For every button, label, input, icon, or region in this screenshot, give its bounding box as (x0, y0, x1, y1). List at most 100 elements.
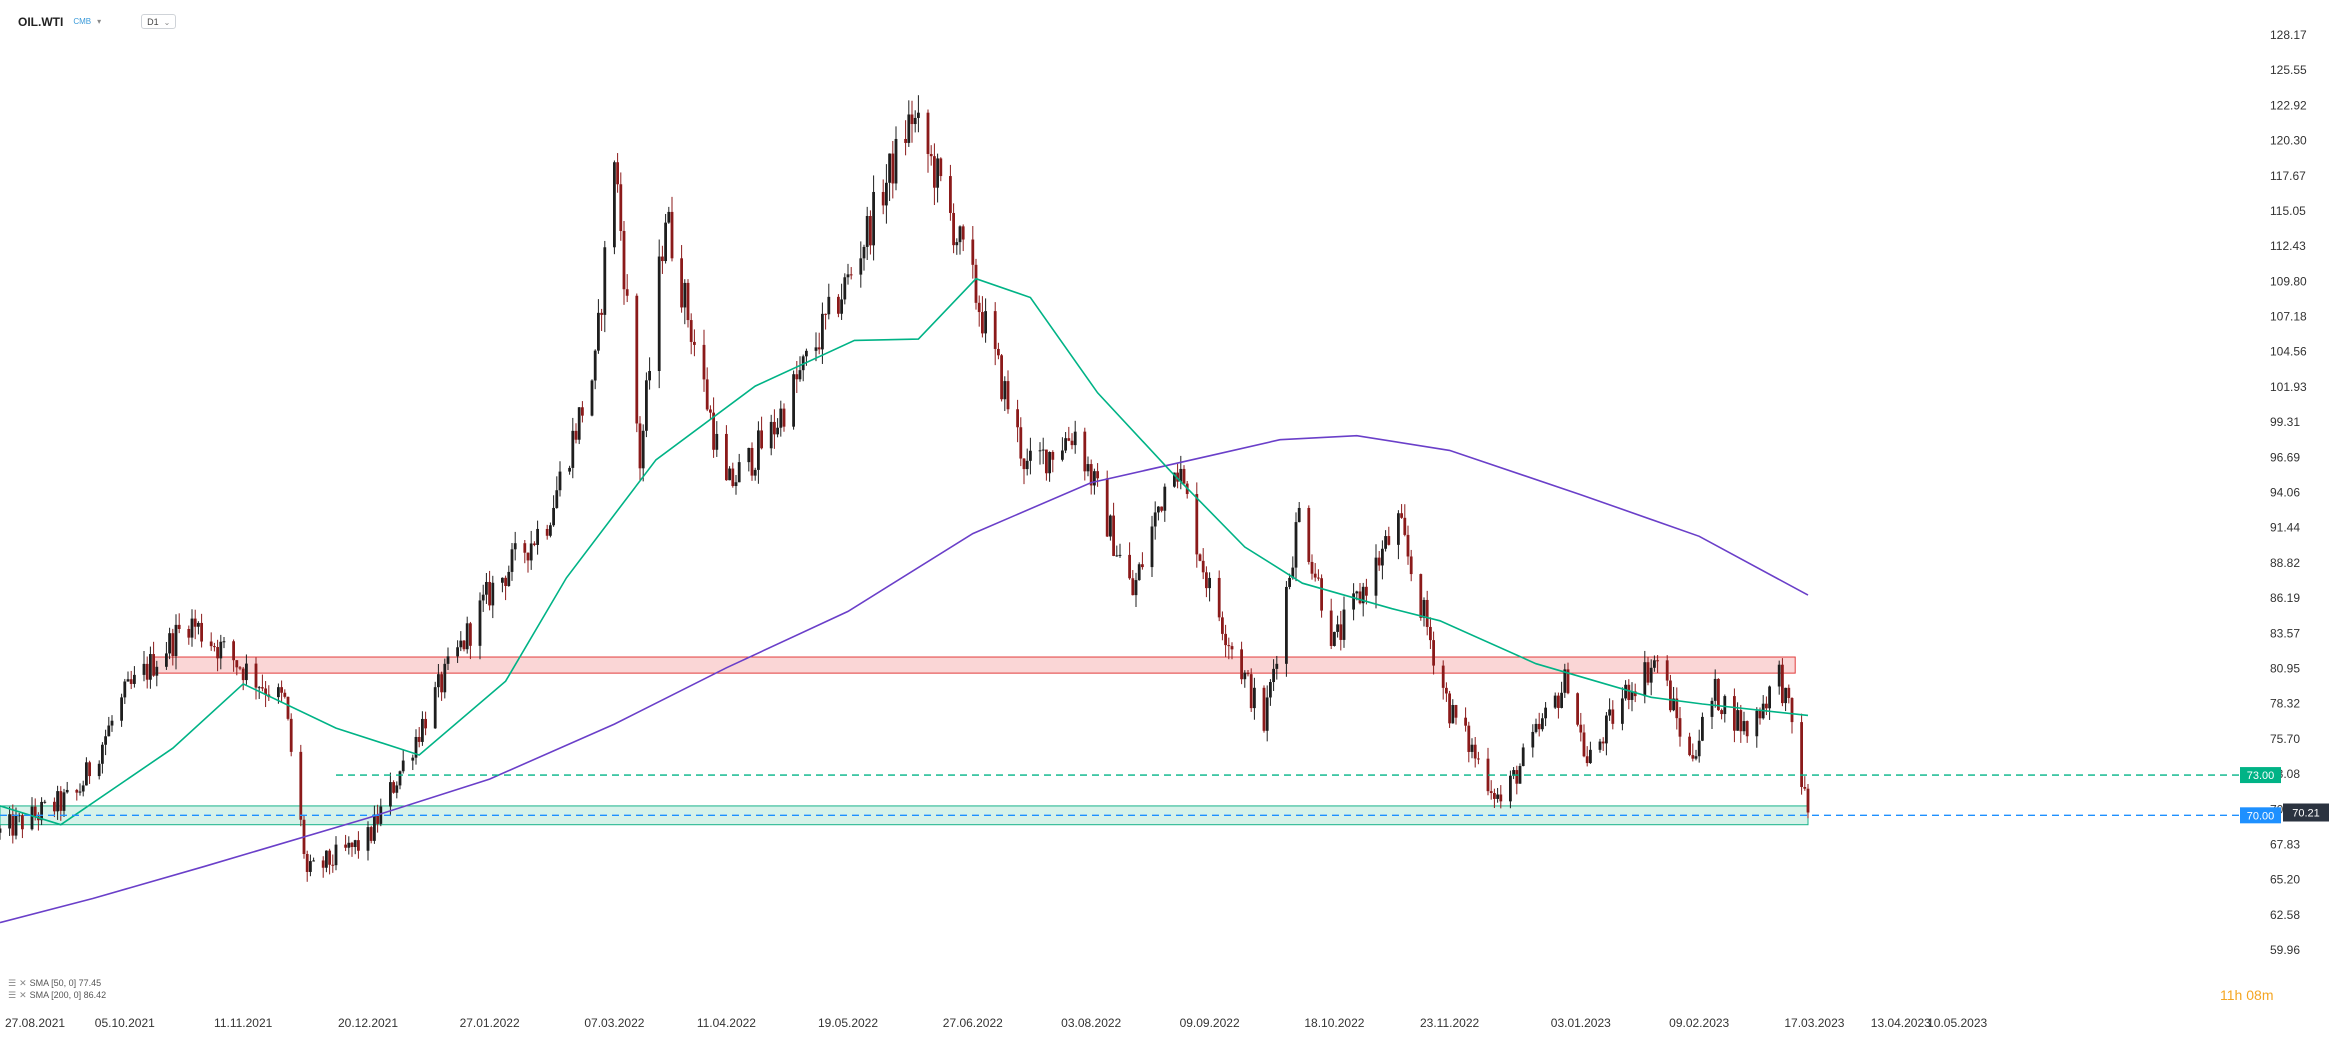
candle-body (622, 230, 626, 290)
y-tick-label: 59.96 (2270, 943, 2300, 957)
interval-selector[interactable]: D1 ⌄ (141, 14, 177, 29)
settings-icon[interactable]: ☰ (8, 990, 17, 1000)
candle-body (43, 801, 47, 803)
candle-body (661, 256, 664, 262)
legend-sma200: ☰ ✕ SMA [200, 0] 86.42 (8, 989, 106, 1001)
candle-body (1022, 458, 1026, 470)
candle-body (670, 211, 674, 259)
symbol-name[interactable]: OIL.WTI (18, 14, 64, 29)
settings-icon[interactable]: ☰ (8, 978, 17, 988)
candle-body (177, 624, 181, 629)
candle-body (657, 256, 661, 372)
close-icon[interactable]: ✕ (19, 990, 27, 1000)
candle-body (1173, 472, 1176, 487)
candle-body (1627, 684, 1631, 700)
current-price-badge-bg (2283, 803, 2329, 822)
candle-body (30, 806, 34, 830)
close-icon[interactable]: ✕ (19, 978, 27, 988)
candle-body (776, 427, 779, 435)
candle-body (1432, 640, 1435, 666)
candle-body (1381, 548, 1384, 566)
candle-body (664, 222, 667, 262)
candle-body (869, 215, 872, 246)
candle-body (331, 864, 335, 866)
candle-body (837, 296, 840, 314)
candle-body (1781, 664, 1784, 704)
candle-body (1374, 557, 1378, 596)
candle-body (1109, 515, 1112, 537)
candle-body (715, 433, 719, 450)
candle-body (1406, 534, 1410, 557)
candle-body (1800, 722, 1803, 788)
candle-body (1006, 381, 1010, 410)
candle-body (235, 660, 239, 668)
candle-body (817, 347, 821, 350)
y-tick-label: 86.19 (2270, 591, 2300, 605)
candle-body (488, 581, 491, 606)
sma200-line (0, 434, 1809, 924)
candle-body (1288, 577, 1291, 587)
candle-body (683, 282, 687, 308)
candle-body (1678, 718, 1682, 737)
candle-body (1553, 695, 1557, 708)
x-tick-label: 07.03.2022 (584, 1016, 644, 1030)
candle-body (379, 806, 383, 824)
candle-body (1723, 696, 1727, 715)
candle-body (1499, 794, 1503, 802)
candle-body (558, 471, 562, 491)
candle-body (321, 860, 325, 868)
candle-body (984, 311, 987, 334)
candle-body (1150, 526, 1154, 568)
candle-body (1790, 698, 1794, 723)
candle-body (1451, 705, 1455, 724)
x-tick-label: 17.03.2023 (1784, 1016, 1844, 1030)
y-tick-label: 62.58 (2270, 908, 2300, 922)
candle-body (1448, 693, 1451, 724)
x-tick-label: 27.06.2022 (943, 1016, 1003, 1030)
candle-body (881, 191, 885, 206)
y-tick-label: 122.92 (2270, 98, 2307, 112)
candle-body (773, 421, 776, 435)
source-selector[interactable]: CMB ▾ (73, 17, 101, 26)
candle-body (264, 688, 267, 695)
candle-body (465, 623, 469, 650)
candle-body (168, 633, 171, 654)
candle-body (219, 641, 223, 659)
chevron-down-icon: ▾ (97, 17, 102, 26)
candle-body (737, 462, 741, 483)
candle-body (145, 663, 149, 680)
candle-body (993, 311, 997, 349)
candle-body (1352, 593, 1355, 610)
candle-body (187, 628, 191, 638)
candle-body (1070, 440, 1074, 446)
candle-body (1582, 732, 1586, 757)
y-tick-label: 117.67 (2270, 169, 2306, 183)
candle-body (1365, 586, 1368, 596)
candle-body (1131, 578, 1135, 596)
candle-body (1675, 698, 1679, 719)
candle-body (75, 789, 79, 793)
candle-body (398, 771, 402, 786)
candle-body (389, 782, 392, 807)
candle-body (849, 274, 853, 276)
y-tick-label: 104.56 (2270, 345, 2307, 359)
candle-body (821, 313, 824, 350)
candle-body (376, 814, 379, 824)
countdown-hours: 11 (2220, 987, 2235, 1003)
candle-body (1445, 687, 1448, 694)
candle-body (1313, 573, 1317, 578)
x-tick-label: 11.11.2021 (214, 1016, 273, 1030)
candle-body (1646, 662, 1650, 683)
candle-body (174, 624, 178, 657)
candle-body (171, 633, 175, 657)
candle-body (523, 543, 527, 553)
level-73-badge-bg (2240, 767, 2281, 784)
x-tick-label: 20.12.2021 (338, 1016, 398, 1030)
candle-body (1294, 522, 1298, 568)
candle-body (1739, 710, 1743, 732)
x-tick-label: 09.09.2022 (1180, 1016, 1240, 1030)
candle-body (926, 112, 930, 154)
candle-body (1025, 460, 1029, 470)
y-tick-label: 94.06 (2270, 486, 2300, 500)
